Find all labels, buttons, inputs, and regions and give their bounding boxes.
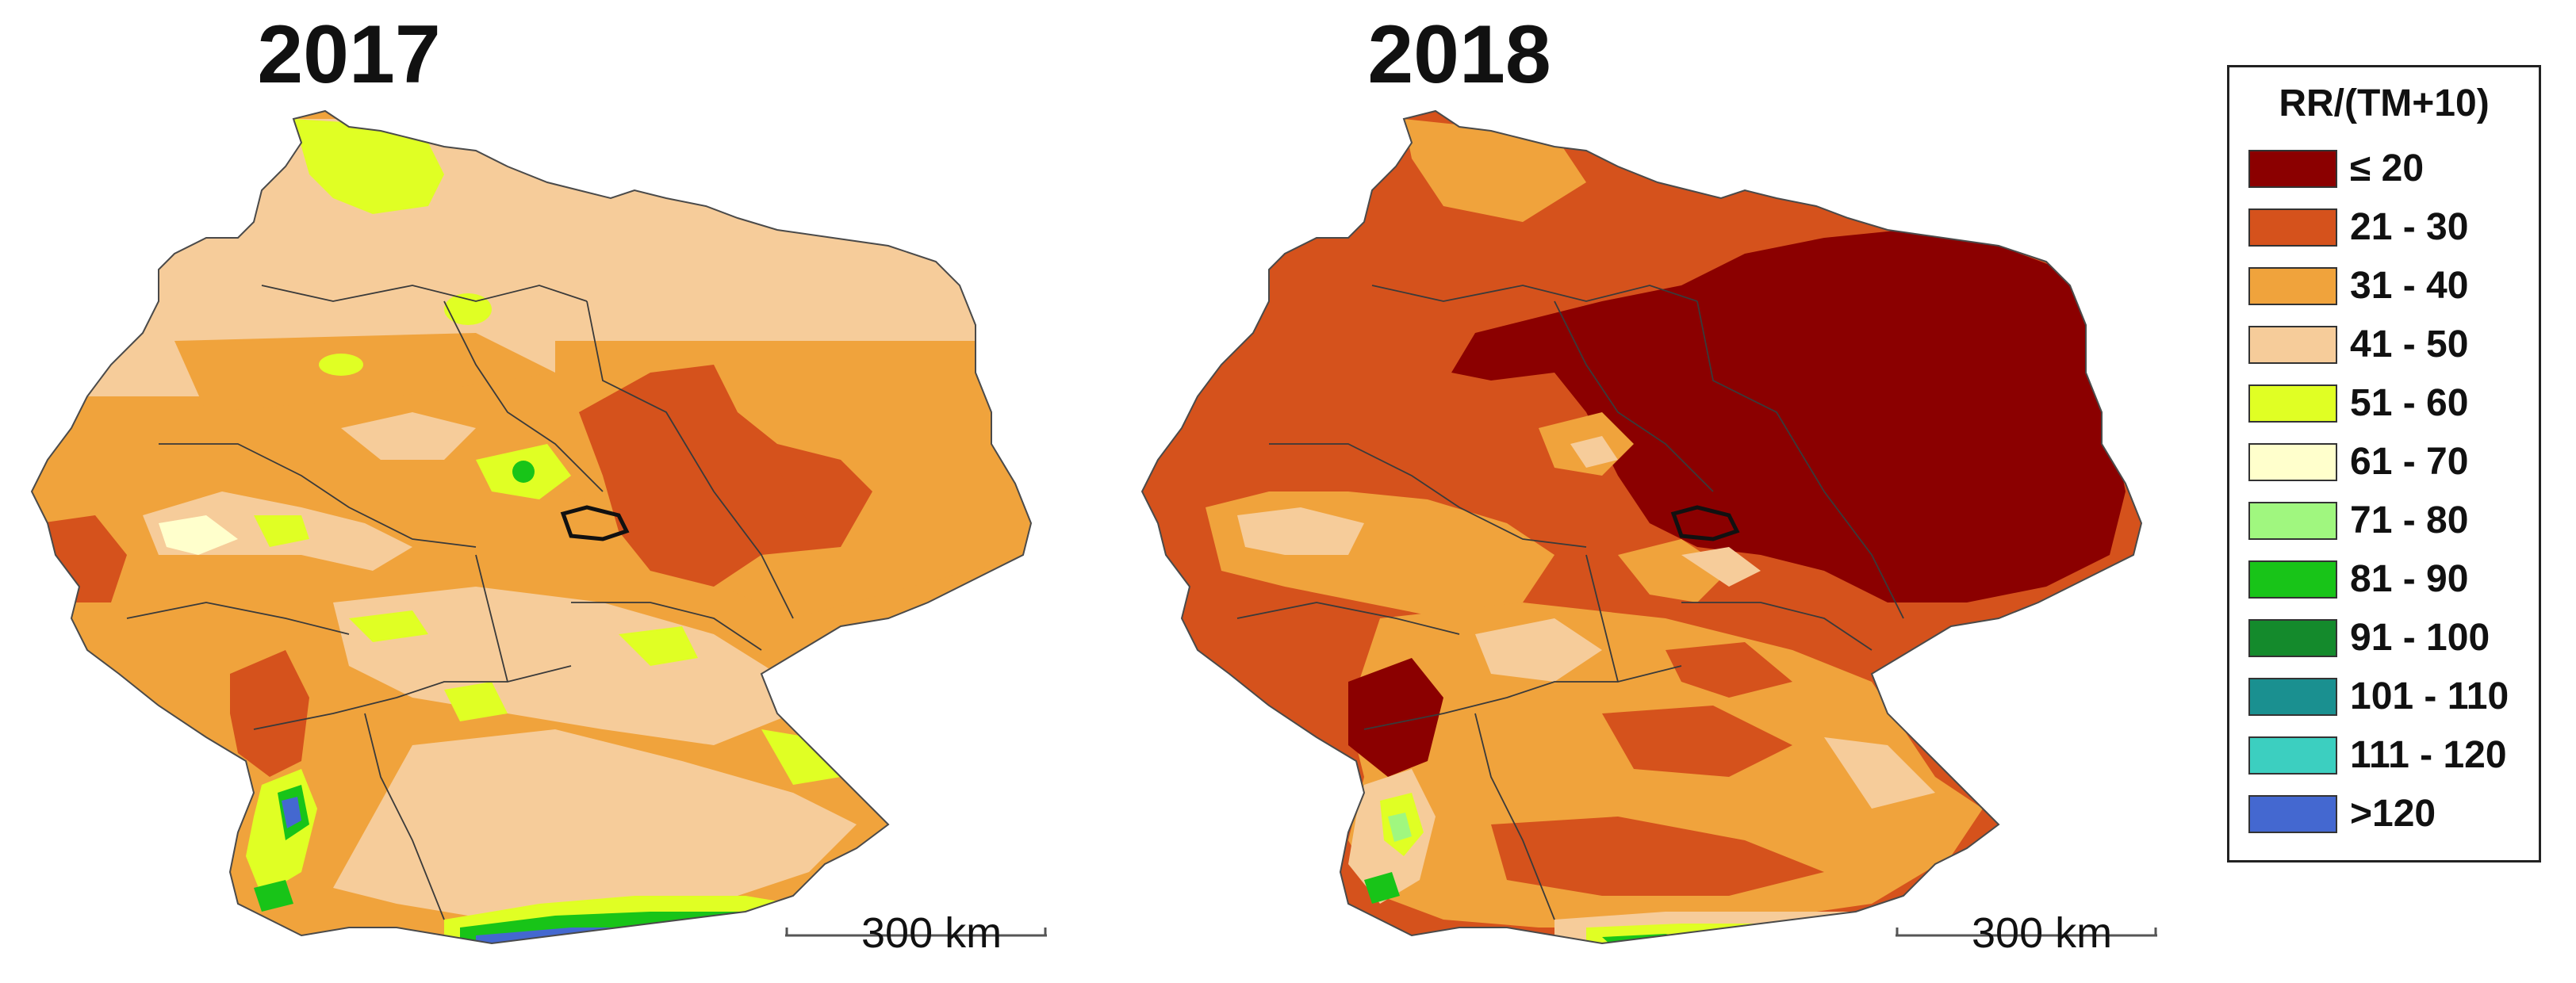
legend-swatch [2248, 150, 2337, 188]
legend-item: >120 [2248, 789, 2534, 840]
legend-label: 81 - 90 [2350, 558, 2469, 600]
legend-item: 61 - 70 [2248, 437, 2534, 488]
legend-swatch [2248, 560, 2337, 599]
legend-label: 31 - 40 [2350, 265, 2469, 307]
legend: RR/(TM+10) ≤ 20 21 - 30 31 - 40 41 - 50 51 -… [2227, 65, 2541, 863]
legend-title: RR/(TM+10) [2279, 82, 2490, 124]
legend-swatch [2248, 384, 2337, 423]
legend-item: 41 - 50 [2248, 319, 2534, 370]
legend-label: >120 [2350, 793, 2436, 835]
legend-item: 51 - 60 [2248, 378, 2534, 429]
legend-swatch [2248, 326, 2337, 364]
legend-label: 71 - 80 [2350, 499, 2469, 541]
legend-item: 111 - 120 [2248, 730, 2534, 781]
legend-item: 71 - 80 [2248, 495, 2534, 546]
germany-map-2017 [31, 110, 1032, 944]
legend-swatch [2248, 443, 2337, 481]
map-title-2018: 2018 [1367, 9, 1551, 101]
legend-swatch [2248, 795, 2337, 833]
legend-label: 61 - 70 [2350, 441, 2469, 483]
legend-swatch [2248, 267, 2337, 305]
legend-swatch [2248, 678, 2337, 716]
legend-label: 111 - 120 [2350, 734, 2507, 776]
legend-label: 91 - 100 [2350, 617, 2490, 659]
germany-map-2018 [1141, 110, 2142, 944]
scale-bar-2017 [785, 912, 1047, 959]
legend-swatch [2248, 208, 2337, 247]
legend-label: 51 - 60 [2350, 382, 2469, 424]
legend-swatch [2248, 736, 2337, 775]
legend-label: 41 - 50 [2350, 323, 2469, 365]
legend-item: ≤ 20 [2248, 143, 2534, 194]
map-panel-2017: 2017 [0, 0, 1110, 983]
legend-item: 21 - 30 [2248, 202, 2534, 253]
legend-label: 21 - 30 [2350, 206, 2469, 248]
legend-swatch [2248, 502, 2337, 540]
legend-item: 31 - 40 [2248, 261, 2534, 312]
legend-swatch [2248, 619, 2337, 657]
legend-label: 101 - 110 [2350, 675, 2509, 717]
legend-label: ≤ 20 [2350, 147, 2425, 189]
scale-label-2018: 300 km [1972, 909, 2113, 957]
legend-item: 81 - 90 [2248, 554, 2534, 605]
legend-item: 101 - 110 [2248, 671, 2534, 722]
legend-item: 91 - 100 [2248, 613, 2534, 664]
map-panel-2018: 2018 [1110, 0, 2221, 983]
scale-label-2017: 300 km [861, 909, 1002, 957]
map-title-2017: 2017 [257, 9, 441, 101]
scale-bar-2018 [1896, 912, 2157, 959]
